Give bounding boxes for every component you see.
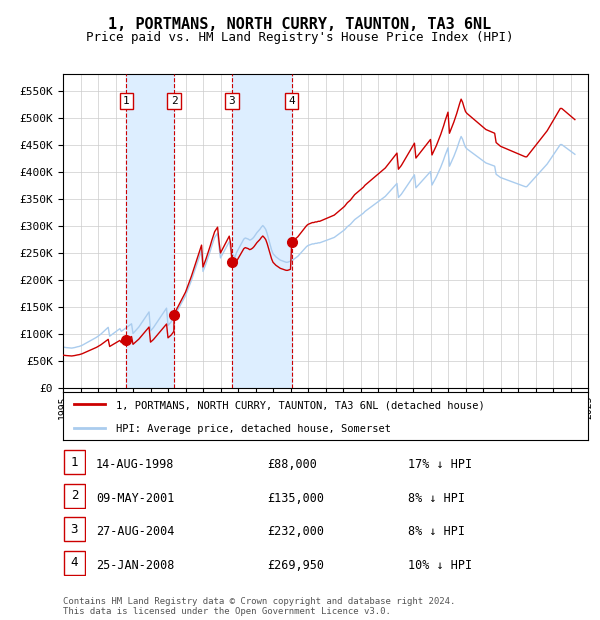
Text: 8% ↓ HPI: 8% ↓ HPI	[408, 492, 465, 505]
Text: 14-AUG-1998: 14-AUG-1998	[96, 458, 175, 471]
Text: 10% ↓ HPI: 10% ↓ HPI	[408, 559, 472, 572]
Text: 2: 2	[71, 489, 78, 502]
Text: Price paid vs. HM Land Registry's House Price Index (HPI): Price paid vs. HM Land Registry's House …	[86, 31, 514, 44]
Text: Contains HM Land Registry data © Crown copyright and database right 2024.
This d: Contains HM Land Registry data © Crown c…	[63, 597, 455, 616]
Text: 3: 3	[229, 96, 235, 106]
Text: HPI: Average price, detached house, Somerset: HPI: Average price, detached house, Some…	[115, 423, 391, 433]
Text: 1: 1	[123, 96, 130, 106]
Text: 4: 4	[71, 556, 78, 569]
Text: 2: 2	[171, 96, 178, 106]
Text: 8% ↓ HPI: 8% ↓ HPI	[408, 525, 465, 538]
Text: 27-AUG-2004: 27-AUG-2004	[96, 525, 175, 538]
Bar	[127, 74, 174, 388]
Text: 1, PORTMANS, NORTH CURRY, TAUNTON, TA3 6NL: 1, PORTMANS, NORTH CURRY, TAUNTON, TA3 6…	[109, 17, 491, 32]
Text: 4: 4	[289, 96, 295, 106]
Text: £135,000: £135,000	[267, 492, 324, 505]
Text: £88,000: £88,000	[267, 458, 317, 471]
Text: £232,000: £232,000	[267, 525, 324, 538]
Bar	[232, 74, 292, 388]
Text: 25-JAN-2008: 25-JAN-2008	[96, 559, 175, 572]
Text: 09-MAY-2001: 09-MAY-2001	[96, 492, 175, 505]
Text: 1: 1	[71, 456, 78, 469]
Text: 17% ↓ HPI: 17% ↓ HPI	[408, 458, 472, 471]
Text: 3: 3	[71, 523, 78, 536]
Text: 1, PORTMANS, NORTH CURRY, TAUNTON, TA3 6NL (detached house): 1, PORTMANS, NORTH CURRY, TAUNTON, TA3 6…	[115, 401, 484, 410]
Text: £269,950: £269,950	[267, 559, 324, 572]
